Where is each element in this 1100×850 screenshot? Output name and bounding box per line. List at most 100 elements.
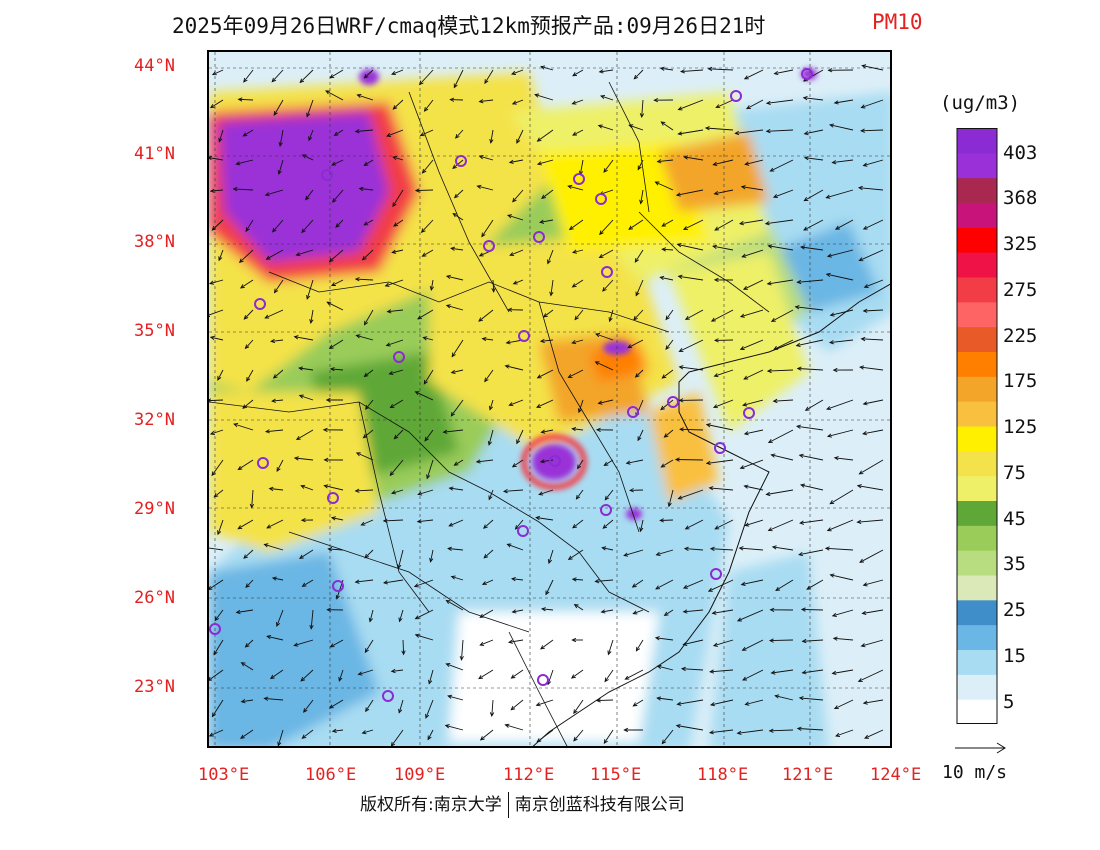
wind-vector <box>800 519 824 524</box>
wind-vector <box>386 339 404 346</box>
wind-vector-head <box>535 702 541 707</box>
wind-vector-head <box>712 642 718 647</box>
wind-vector-head <box>213 650 218 656</box>
wind-vector-head <box>510 674 516 679</box>
wind-vector-head <box>452 213 458 218</box>
wind-vector <box>446 663 464 671</box>
wind-vector <box>657 697 674 701</box>
wind-vector <box>739 547 764 551</box>
wind-vector-head <box>660 405 665 411</box>
wind-vector <box>483 549 494 559</box>
wind-vector-head <box>575 494 581 500</box>
wind-vector <box>679 366 704 371</box>
wind-vector-head <box>661 222 667 227</box>
wind-vector-head <box>218 137 223 143</box>
wind-vector <box>391 669 404 672</box>
wind-vector-head <box>539 459 545 464</box>
wind-vector <box>240 279 254 289</box>
wind-vector-head <box>240 284 245 289</box>
wind-vector-head <box>235 609 241 615</box>
wind-vector <box>633 309 644 321</box>
wind-vector-head <box>571 577 577 582</box>
wind-vector-head <box>665 345 670 351</box>
pm10-field <box>209 72 890 746</box>
wind-vector <box>655 637 674 641</box>
wind-vector <box>213 639 224 655</box>
legend-swatch <box>957 351 997 377</box>
wind-vector-head <box>707 66 713 72</box>
wind-vector-head <box>209 155 213 161</box>
legend-swatch <box>957 301 997 328</box>
wind-vector <box>862 65 884 71</box>
legend-color-bar <box>956 128 998 724</box>
wind-vector-head <box>677 274 683 279</box>
wind-vector-head <box>739 465 745 470</box>
wind-vector <box>299 549 314 559</box>
wind-vector <box>271 69 284 83</box>
wind-vector <box>633 699 644 707</box>
wind-vector-head <box>273 288 279 294</box>
wind-vector-head <box>796 366 802 371</box>
wind-vector <box>826 273 854 281</box>
wind-vector-head <box>857 678 863 682</box>
wind-vector-head <box>363 221 369 226</box>
wind-vector-head <box>603 461 609 466</box>
wind-vector <box>239 249 254 263</box>
wind-vector <box>536 699 554 706</box>
wind-vector <box>629 124 644 131</box>
wind-vector <box>740 309 764 318</box>
wind-vector-head <box>504 723 510 728</box>
wind-vector-head <box>536 137 542 142</box>
wind-vector-head <box>268 486 274 492</box>
wind-vector-head <box>661 739 667 745</box>
wind-vector <box>832 609 854 617</box>
wind-vector-head <box>573 709 578 715</box>
wind-vector-head <box>773 70 779 76</box>
wind-vector-head <box>354 488 360 493</box>
wind-vector <box>301 485 314 491</box>
wind-vector <box>661 219 674 227</box>
wind-vector <box>857 519 884 523</box>
wind-vector <box>338 669 344 682</box>
wind-vector <box>389 369 404 375</box>
wind-vector <box>656 549 674 556</box>
wind-vector <box>543 309 554 318</box>
wind-vector-head <box>676 701 682 706</box>
wind-vector <box>451 247 464 251</box>
wind-vector <box>716 99 734 108</box>
wind-vector-head <box>602 524 608 529</box>
wind-vector <box>302 579 314 587</box>
wind-vector <box>599 219 614 235</box>
wind-vector <box>744 69 764 80</box>
wind-vector <box>547 669 554 685</box>
wind-vector <box>210 99 224 108</box>
wind-vector-head <box>768 638 774 643</box>
wind-vector <box>676 725 704 731</box>
wind-vector-head <box>713 277 719 283</box>
wind-vector <box>484 369 494 382</box>
wind-vector-head <box>272 227 277 233</box>
wind-vector <box>419 69 434 85</box>
wind-vector <box>633 609 644 615</box>
wind-vector <box>217 519 224 535</box>
wind-vector <box>714 369 734 377</box>
wind-vector-head <box>393 434 399 440</box>
wind-vector-head <box>594 361 600 366</box>
wind-vector <box>236 159 254 165</box>
wind-vector <box>294 457 314 461</box>
wind-vector <box>426 459 434 479</box>
wind-vector <box>425 699 434 719</box>
legend-swatch <box>957 649 997 675</box>
wind-vector-head <box>338 676 343 682</box>
lat-label-38: 38°N <box>134 232 175 252</box>
wind-vector <box>683 609 704 613</box>
wind-vector <box>332 189 344 203</box>
wind-vector-head <box>639 199 644 205</box>
wind-vector-head <box>660 463 666 468</box>
legend-swatch <box>957 152 997 179</box>
wind-vector <box>858 187 884 191</box>
wind-vector <box>390 399 404 408</box>
wind-vector <box>799 697 824 701</box>
wind-vector-head <box>739 313 745 318</box>
wind-vector <box>804 129 824 135</box>
